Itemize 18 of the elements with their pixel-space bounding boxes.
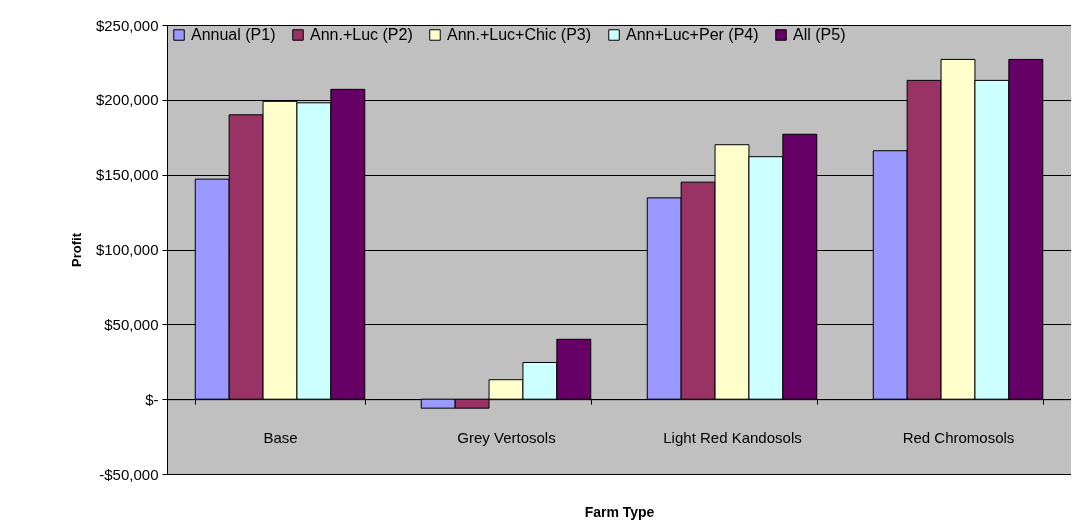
x-tick-label: Grey Vertosols <box>457 428 556 446</box>
y-tick-label: $250,000 <box>95 16 159 34</box>
legend-label: Annual (P1) <box>191 26 276 43</box>
y-tick-label: $100,000 <box>95 241 159 258</box>
y-axis-title: Profit <box>68 232 84 267</box>
legend-label: Ann+Luc+Per (P4) <box>626 26 759 43</box>
x-tick-label: Red Chromosols <box>902 428 1015 446</box>
y-tick-label: $50,000 <box>104 315 159 333</box>
y-tick-label: $150,000 <box>95 166 159 184</box>
legend-label: All (P5) <box>793 26 846 43</box>
legend-label: Ann.+Luc+Chic (P3) <box>447 26 592 43</box>
legend-label: Ann.+Luc (P2) <box>310 26 413 43</box>
x-tick-label: Base <box>263 428 298 446</box>
x-axis-title: Farm Type <box>584 503 655 520</box>
y-tick-label: $- <box>145 390 159 408</box>
y-tick-label: $200,000 <box>95 91 159 109</box>
x-tick-label: Light Red Kandosols <box>663 428 802 446</box>
y-tick-label: -$50,000 <box>99 465 159 483</box>
